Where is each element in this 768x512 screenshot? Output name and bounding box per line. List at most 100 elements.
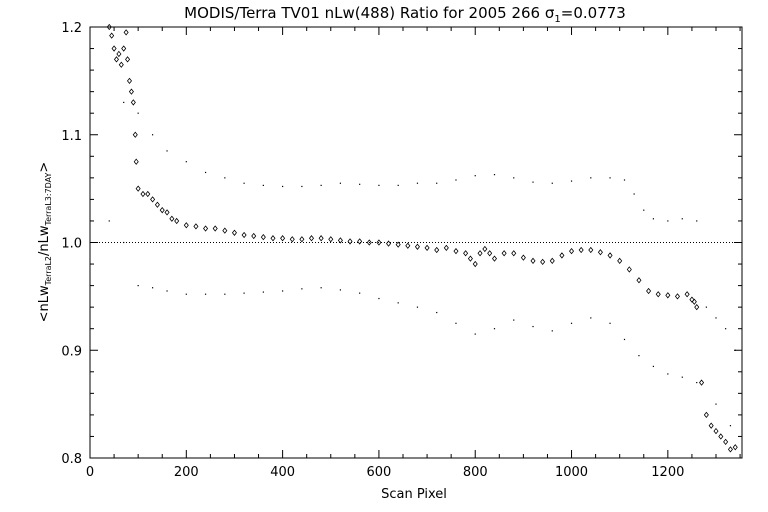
data-point [151, 134, 154, 136]
data-point [222, 227, 228, 234]
data-point [260, 233, 266, 241]
data-point [474, 333, 476, 335]
data-point [133, 158, 139, 165]
data-point [453, 247, 459, 255]
data-point [357, 238, 363, 245]
data-point [241, 231, 247, 239]
data-point [123, 241, 125, 244]
data-point [123, 101, 125, 104]
data-point [140, 190, 146, 198]
data-point [111, 45, 117, 52]
data-point [487, 250, 493, 257]
data-point [262, 291, 264, 293]
data-point [251, 232, 257, 240]
data-point [674, 293, 680, 300]
chart-title-main: MODIS/Terra TV01 nLw(488) Ratio for 2005… [184, 4, 555, 22]
data-point [696, 381, 698, 384]
data-point [559, 252, 565, 259]
data-point [169, 215, 175, 222]
data-point [513, 319, 515, 321]
data-point [570, 180, 573, 182]
y-label-nlw2: nLw [37, 225, 52, 251]
data-point [623, 179, 626, 181]
data-point [166, 150, 168, 152]
x-tick-label: 600 [367, 465, 392, 480]
data-point [623, 338, 626, 341]
data-point [318, 235, 324, 242]
data-point [540, 258, 546, 266]
chart-title-subscript: 1 [554, 14, 560, 25]
y-tick-label: 0.8 [61, 452, 82, 467]
data-point [203, 225, 209, 232]
data-point [386, 240, 392, 247]
data-point [646, 287, 652, 295]
data-point [715, 317, 717, 319]
data-point [320, 184, 322, 186]
data-point [416, 182, 419, 184]
y-label-sub1: TerraL2 [44, 256, 53, 286]
data-point [301, 288, 303, 290]
data-point [727, 446, 733, 453]
data-point [590, 177, 592, 179]
data-point [681, 376, 683, 378]
x-tick-label: 1200 [651, 465, 684, 480]
data-point [183, 222, 189, 229]
y-tick-label: 1.2 [61, 21, 82, 36]
data-point [694, 304, 700, 311]
data-point [655, 291, 661, 298]
data-point [436, 182, 438, 184]
data-point [626, 266, 632, 273]
data-point [467, 255, 473, 262]
data-point [636, 277, 642, 284]
data-point [224, 177, 226, 179]
data-point [569, 247, 575, 255]
data-point [337, 237, 343, 244]
data-point [135, 185, 141, 192]
y-tick-label: 1.0 [61, 237, 82, 252]
data-point [681, 218, 683, 220]
data-point [699, 379, 705, 386]
data-point [520, 254, 526, 261]
data-point [137, 112, 139, 114]
data-point [125, 56, 131, 63]
data-point [691, 298, 697, 305]
data-point [434, 246, 440, 254]
data-point [549, 257, 555, 264]
data-point [588, 246, 594, 254]
data-point [530, 257, 536, 264]
data-point [166, 290, 168, 292]
data-point [405, 242, 411, 249]
data-point [212, 225, 218, 232]
plot-frame [89, 26, 743, 459]
data-point [301, 185, 303, 188]
data-point [472, 260, 478, 268]
data-point [150, 196, 156, 203]
chart-title-suffix: =0.0773 [561, 4, 626, 22]
data-point [397, 184, 399, 186]
data-point [667, 373, 669, 375]
x-tick-label: 800 [463, 465, 488, 480]
data-point [532, 325, 534, 328]
data-point [308, 235, 315, 242]
data-point [164, 209, 170, 216]
data-point [289, 236, 295, 243]
data-point [378, 297, 380, 300]
y-axis-label: <nLwTerraL2/nLwTerraL3:7DAY> [37, 162, 53, 323]
data-point [280, 235, 286, 242]
data-point [231, 229, 237, 236]
data-point [532, 181, 534, 183]
data-point [376, 239, 382, 246]
data-point [723, 438, 729, 445]
data-point [243, 292, 245, 294]
data-point [121, 45, 127, 52]
data-point [732, 444, 738, 451]
data-point [339, 182, 341, 184]
data-point [725, 328, 727, 330]
y-label-sub2: TerraL3:7DAY [44, 172, 53, 226]
data-point [715, 403, 717, 405]
data-point [366, 239, 372, 246]
data-point [347, 238, 353, 245]
data-point [511, 250, 517, 257]
data-point [224, 293, 226, 295]
